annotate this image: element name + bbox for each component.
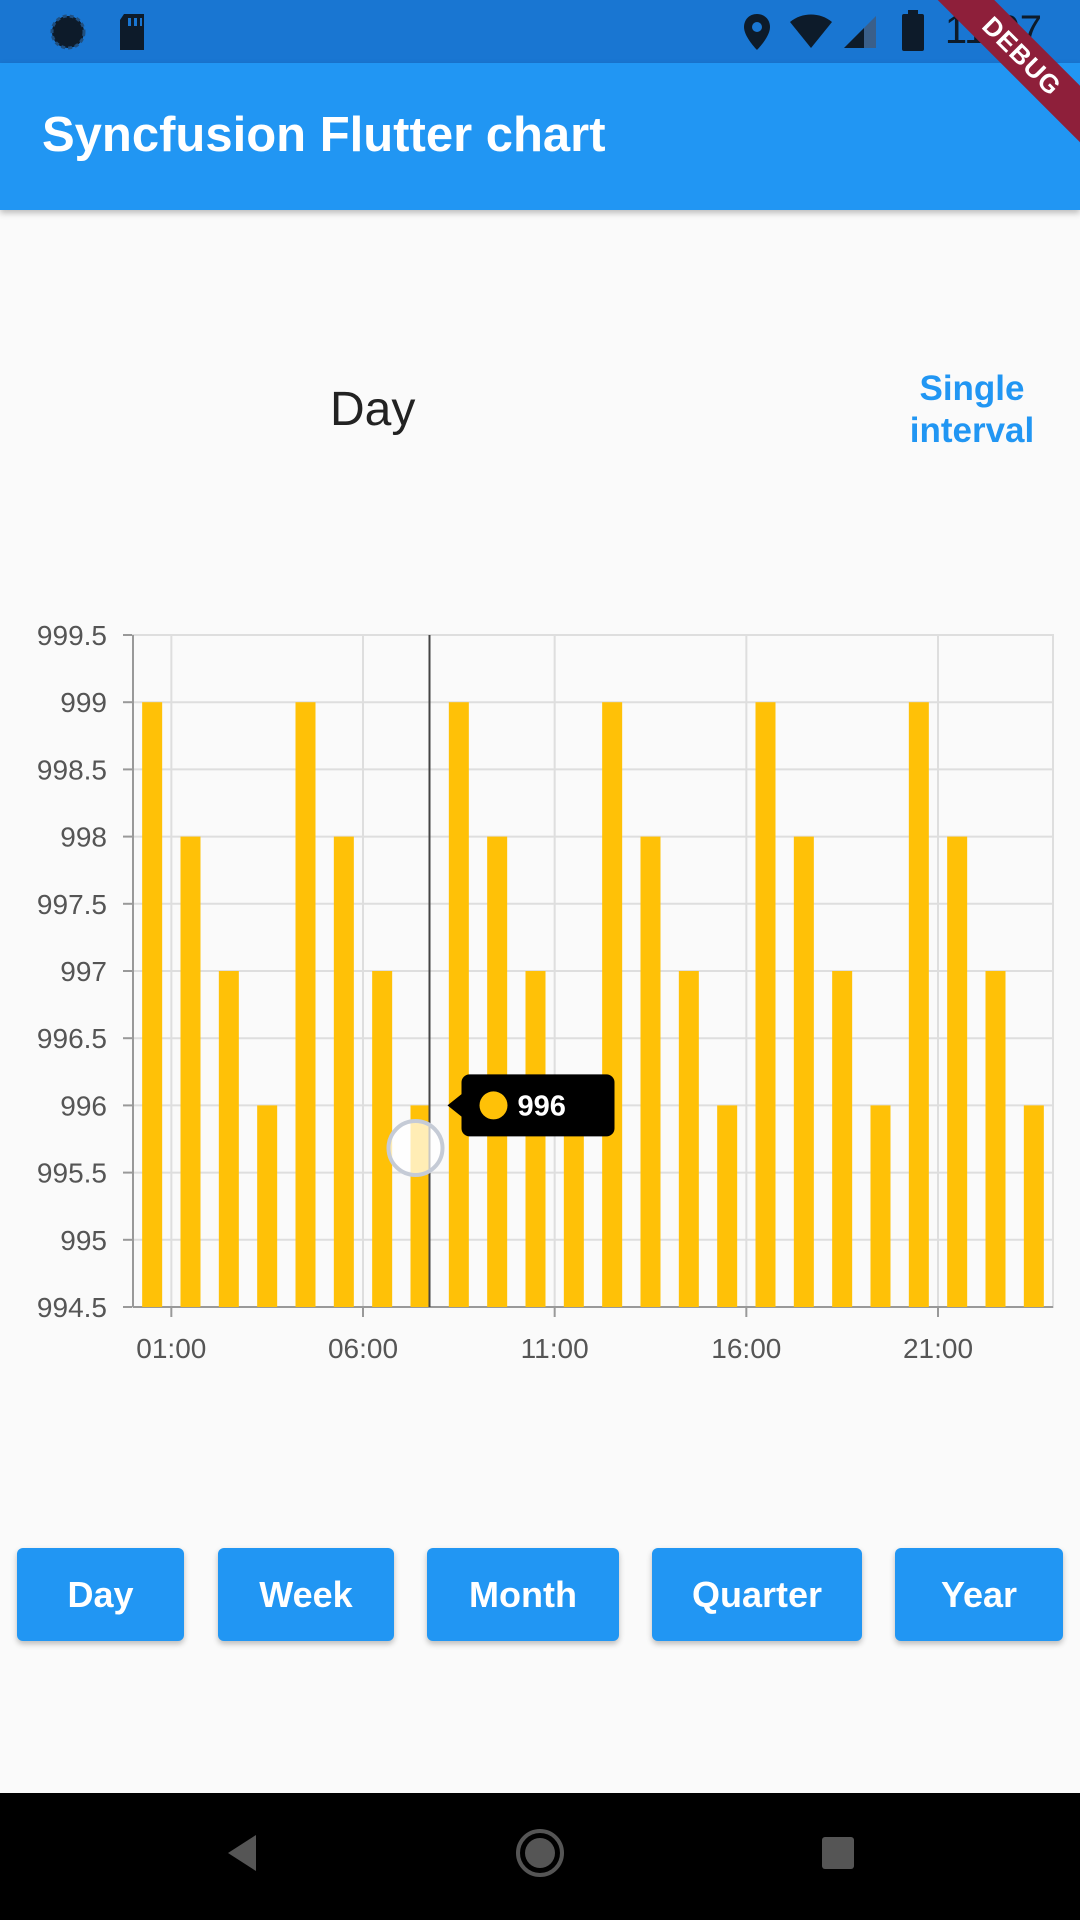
bar[interactable] — [563, 1105, 584, 1307]
y-tick-label: 996 — [60, 1090, 107, 1121]
app-bar: Syncfusion Flutter chart — [0, 63, 1080, 210]
home-icon[interactable] — [512, 1823, 568, 1883]
bar[interactable] — [487, 836, 508, 1307]
bar[interactable] — [640, 836, 661, 1307]
bar[interactable] — [218, 971, 239, 1307]
bar[interactable] — [985, 971, 1006, 1307]
y-tick-label: 995.5 — [37, 1158, 107, 1189]
y-tick-label: 994.5 — [37, 1292, 107, 1323]
sd-card-icon — [120, 14, 144, 50]
x-tick-label: 11:00 — [521, 1333, 589, 1364]
bar[interactable] — [142, 702, 163, 1307]
bar[interactable] — [448, 702, 469, 1307]
bar[interactable] — [333, 836, 354, 1307]
tooltip-marker — [479, 1091, 508, 1120]
recents-icon[interactable] — [820, 1823, 856, 1883]
status-bar: 11:07 — [0, 0, 1080, 63]
y-tick-label: 998.5 — [37, 754, 107, 785]
single-interval-link[interactable]: Single interval — [909, 369, 1035, 450]
tooltip-box — [461, 1074, 615, 1137]
touch-indicator — [386, 1119, 445, 1177]
status-time: 11:07 — [944, 8, 1042, 52]
bar[interactable] — [908, 702, 929, 1307]
y-tick-label: 999 — [60, 687, 107, 718]
bar[interactable] — [832, 971, 853, 1307]
y-tick-label: 999.5 — [37, 620, 107, 651]
bar[interactable] — [678, 971, 699, 1307]
x-tick-label: 16:00 — [711, 1333, 781, 1364]
bar[interactable] — [180, 836, 201, 1307]
tooltip-value: 996 — [518, 1090, 566, 1122]
y-tick-label: 997.5 — [37, 889, 107, 920]
bar[interactable] — [717, 1105, 738, 1307]
signal-icon — [844, 16, 876, 48]
bar[interactable] — [1023, 1105, 1044, 1307]
year-button[interactable]: Year — [895, 1548, 1063, 1641]
week-button[interactable]: Week — [218, 1548, 394, 1641]
bar[interactable] — [793, 836, 814, 1307]
day-button[interactable]: Day — [17, 1548, 184, 1641]
month-button[interactable]: Month — [427, 1548, 619, 1641]
x-tick-label: 01:00 — [136, 1333, 206, 1364]
tooltip-pointer — [447, 1093, 463, 1118]
location-icon — [744, 14, 770, 50]
bar[interactable] — [602, 702, 623, 1307]
bar[interactable] — [295, 702, 316, 1307]
wifi-icon — [790, 14, 832, 48]
bar[interactable] — [525, 971, 546, 1307]
bar[interactable] — [372, 971, 393, 1307]
back-icon[interactable] — [222, 1823, 262, 1883]
bar[interactable] — [947, 836, 968, 1307]
circle-status-icon — [50, 14, 86, 50]
bar-chart[interactable]: 994.5 995 995.5 996 996.5 997 997.5 998 998.5 999… — [0, 600, 1080, 1380]
x-tick-label: 21:00 — [903, 1333, 973, 1364]
y-tick-label: 998 — [60, 822, 107, 853]
navigation-bar — [0, 1793, 1080, 1920]
bar[interactable] — [755, 702, 776, 1307]
bar[interactable] — [257, 1105, 278, 1307]
chart-title: Day — [330, 383, 416, 436]
quarter-button[interactable]: Quarter — [652, 1548, 862, 1641]
y-tick-label: 995 — [60, 1225, 107, 1256]
battery-icon — [902, 10, 924, 51]
x-tick-label: 06:00 — [328, 1333, 398, 1364]
app-title: Syncfusion Flutter chart — [42, 108, 606, 162]
bar[interactable] — [870, 1105, 891, 1307]
y-tick-label: 997 — [60, 956, 107, 987]
y-tick-label: 996.5 — [37, 1023, 107, 1054]
